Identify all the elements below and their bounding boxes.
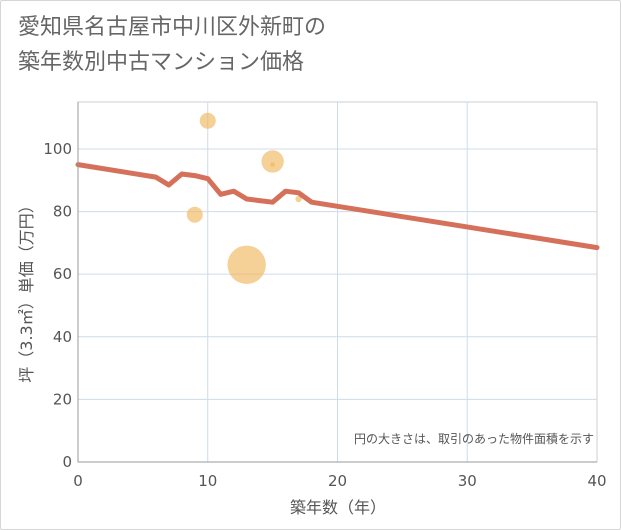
- bubble-series: [186, 112, 314, 284]
- y-tick-label: 100: [43, 140, 72, 158]
- bubble-point: [186, 206, 203, 223]
- bubble-point: [227, 245, 266, 284]
- y-tick-label: 40: [53, 328, 72, 346]
- trend-series: [75, 162, 600, 251]
- x-axis-label: 築年数（年）: [290, 498, 386, 517]
- y-tick-label: 80: [53, 203, 72, 221]
- y-tick-label: 60: [53, 265, 72, 283]
- axis-ticks: 0 20 40 60 80 100 0 10 20 30 40: [43, 102, 607, 490]
- chart-title-line-2: 築年数別中古マンション価格: [18, 50, 305, 75]
- chart-title-line-1: 愛知県名古屋市中川区外新町の: [18, 15, 327, 40]
- bubble-point: [199, 112, 216, 129]
- bubble-point: [295, 195, 302, 203]
- gridlines: [78, 102, 597, 462]
- y-axis-label: 坪（3.3㎡）単価（万円）: [17, 197, 36, 382]
- y-tick-label: 20: [53, 390, 72, 408]
- y-tick-label: 0: [62, 453, 72, 471]
- trend-line: [75, 162, 600, 251]
- size-note: 円の大きさは、取引のあった物件面積を示す: [354, 431, 594, 446]
- bubble-point: [261, 150, 284, 173]
- chart-title: 愛知県名古屋市中川区外新町の 築年数別中古マンション価格: [18, 10, 326, 80]
- x-tick-label: 10: [198, 472, 217, 490]
- bubble-point: [270, 162, 276, 168]
- x-tick-label: 30: [458, 472, 477, 490]
- x-tick-label: 40: [587, 472, 606, 490]
- x-tick-label: 0: [73, 472, 83, 490]
- x-tick-label: 20: [328, 472, 347, 490]
